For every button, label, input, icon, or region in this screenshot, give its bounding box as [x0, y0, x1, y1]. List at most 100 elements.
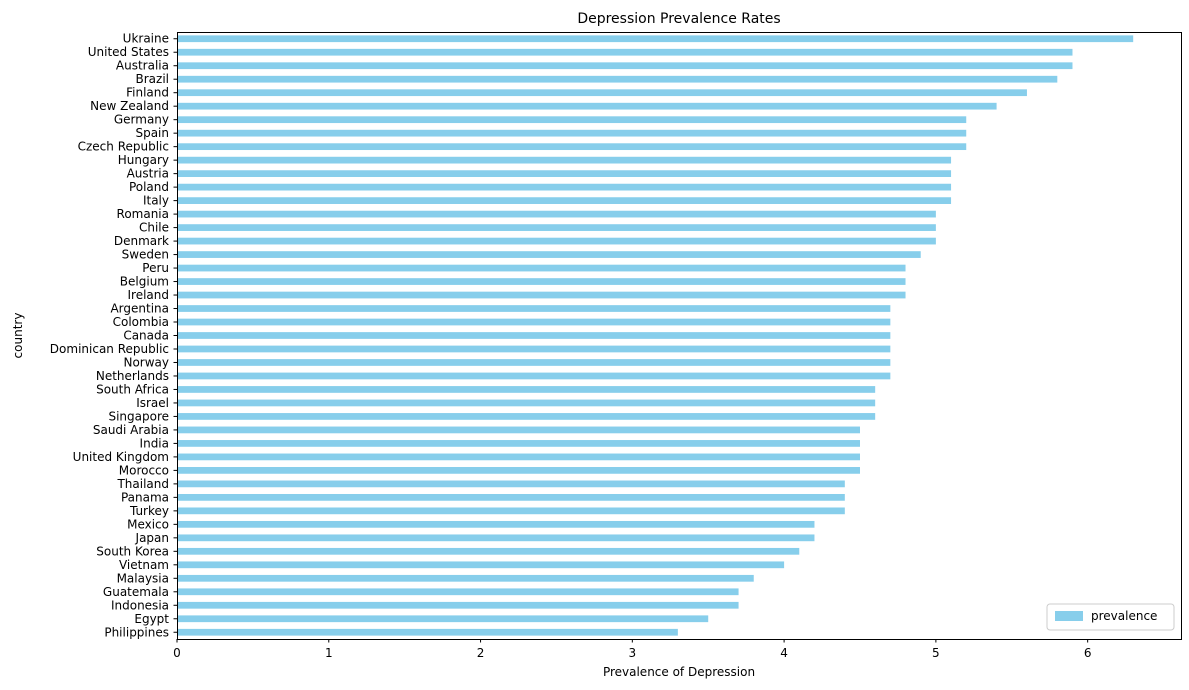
- bar: [177, 102, 997, 110]
- bar: [177, 547, 800, 555]
- y-tick-label: Czech Republic: [78, 140, 169, 154]
- y-tick-label: Peru: [142, 261, 169, 275]
- bar: [177, 156, 952, 164]
- y-tick-label: Colombia: [113, 315, 169, 329]
- bar: [177, 345, 891, 353]
- y-tick-label: Ukraine: [123, 32, 169, 46]
- bar: [177, 332, 891, 339]
- bar: [177, 413, 876, 420]
- y-tick-label: Netherlands: [96, 369, 169, 383]
- y-tick-label: Chile: [139, 221, 169, 235]
- bar: [177, 291, 906, 299]
- bar: [177, 48, 1073, 56]
- y-axis-label: country: [11, 313, 25, 359]
- x-tick-label: 2: [477, 646, 485, 660]
- bar: [177, 520, 815, 528]
- bar: [177, 278, 906, 285]
- y-tick-label: Norway: [123, 355, 169, 369]
- y-tick-label: Finland: [126, 86, 169, 100]
- x-axis-label: Prevalence of Depression: [603, 665, 755, 679]
- y-tick-label: Malaysia: [117, 571, 169, 585]
- bar: [177, 318, 891, 326]
- bar: [177, 359, 891, 366]
- bar: [177, 628, 678, 636]
- y-tick-label: Egypt: [134, 612, 169, 626]
- bar: [177, 170, 952, 178]
- bar: [177, 372, 891, 380]
- y-tick-label: Israel: [136, 396, 169, 410]
- y-tick-label: Hungary: [118, 153, 169, 167]
- legend-label: prevalence: [1091, 609, 1157, 623]
- y-tick-label: Mexico: [127, 517, 169, 531]
- y-tick-label: Germany: [114, 113, 169, 127]
- y-tick-label: Dominican Republic: [50, 342, 169, 356]
- bar: [177, 305, 891, 312]
- bar: [177, 386, 876, 393]
- bar: [177, 561, 785, 569]
- y-tick-label: Philippines: [104, 625, 169, 639]
- x-tick-label: 3: [629, 646, 637, 660]
- bar: [177, 35, 1134, 43]
- y-tick-label: India: [140, 436, 169, 450]
- y-tick-label: Morocco: [119, 463, 169, 477]
- bar: [177, 467, 860, 474]
- legend: prevalence: [1046, 603, 1175, 631]
- bar: [177, 588, 739, 596]
- y-tick-label: New Zealand: [90, 99, 169, 113]
- y-tick-label: United States: [88, 45, 169, 59]
- bar: [177, 143, 967, 151]
- x-tick-label: 6: [1084, 646, 1092, 660]
- y-tick-label: Argentina: [110, 302, 169, 316]
- bar: [177, 224, 936, 231]
- bar: [177, 440, 860, 447]
- bar: [177, 480, 845, 488]
- x-tick-label: 0: [173, 646, 181, 660]
- bar: [177, 75, 1058, 83]
- bar: [177, 493, 845, 501]
- bar: [177, 507, 845, 515]
- y-tick-label: Indonesia: [111, 598, 169, 612]
- bar: [177, 183, 952, 191]
- bar: [177, 399, 876, 407]
- y-tick-label: Turkey: [129, 504, 169, 518]
- y-tick-label: South Korea: [96, 544, 169, 558]
- bar: [177, 264, 906, 272]
- bar: [177, 534, 815, 542]
- y-tick-label: Italy: [143, 194, 169, 208]
- bar: [177, 574, 754, 582]
- y-tick-label: Romania: [117, 207, 169, 221]
- x-tick-label: 4: [780, 646, 788, 660]
- legend-box: [1046, 603, 1175, 631]
- bar: [177, 197, 952, 204]
- y-tick-label: Australia: [116, 59, 169, 73]
- bar: [177, 116, 967, 124]
- bar: [177, 89, 1027, 97]
- y-tick-label: Singapore: [108, 409, 169, 423]
- x-tick-label: 1: [325, 646, 333, 660]
- y-tick-label: Sweden: [122, 248, 169, 262]
- y-tick-label: Denmark: [114, 234, 169, 248]
- y-tick-label: Guatemala: [103, 585, 169, 599]
- bar: [177, 615, 709, 623]
- x-axis-ticks: 0 1 2 3 4 5 6: [173, 639, 1091, 660]
- y-tick-label: Vietnam: [119, 558, 169, 572]
- y-tick-label: Spain: [135, 126, 169, 140]
- y-tick-label: Canada: [123, 329, 169, 343]
- y-tick-label: Thailand: [116, 477, 169, 491]
- bar: [177, 453, 860, 461]
- bar: [177, 62, 1073, 70]
- bar: [177, 210, 936, 218]
- y-tick-label: United Kingdom: [73, 450, 169, 464]
- bar: [177, 601, 739, 609]
- bar: [177, 426, 860, 434]
- legend-swatch: [1055, 611, 1083, 621]
- x-tick-label: 5: [932, 646, 940, 660]
- plot-frame: [177, 32, 1182, 640]
- y-tick-label: Austria: [127, 167, 169, 181]
- chart-title: Depression Prevalence Rates: [577, 11, 780, 27]
- y-tick-label: Ireland: [127, 288, 169, 302]
- bar: [177, 129, 967, 137]
- y-tick-label: Panama: [121, 490, 169, 504]
